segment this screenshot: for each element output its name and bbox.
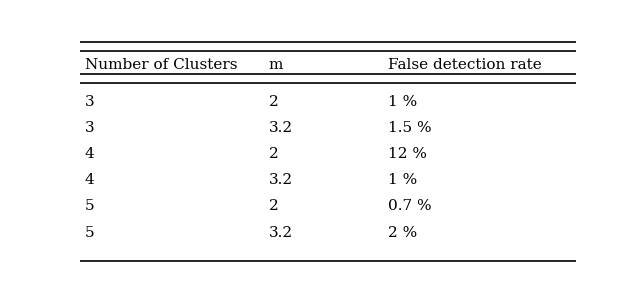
Text: 2 %: 2 % — [388, 226, 417, 240]
Text: 4: 4 — [85, 173, 95, 187]
Text: 4: 4 — [85, 147, 95, 161]
Text: m: m — [269, 58, 283, 72]
Text: Number of Clusters: Number of Clusters — [85, 58, 237, 72]
Text: 0.7 %: 0.7 % — [388, 200, 431, 213]
Text: 1 %: 1 % — [388, 95, 417, 109]
Text: 1 %: 1 % — [388, 173, 417, 187]
Text: 2: 2 — [269, 147, 278, 161]
Text: False detection rate: False detection rate — [388, 58, 541, 72]
Text: 1.5 %: 1.5 % — [388, 121, 431, 135]
Text: 3: 3 — [85, 95, 95, 109]
Text: 3: 3 — [85, 121, 95, 135]
Text: 2: 2 — [269, 200, 278, 213]
Text: 2: 2 — [269, 95, 278, 109]
Text: 5: 5 — [85, 226, 95, 240]
Text: 5: 5 — [85, 200, 95, 213]
Text: 3.2: 3.2 — [269, 121, 292, 135]
Text: 3.2: 3.2 — [269, 173, 292, 187]
Text: 3.2: 3.2 — [269, 226, 292, 240]
Text: 12 %: 12 % — [388, 147, 426, 161]
